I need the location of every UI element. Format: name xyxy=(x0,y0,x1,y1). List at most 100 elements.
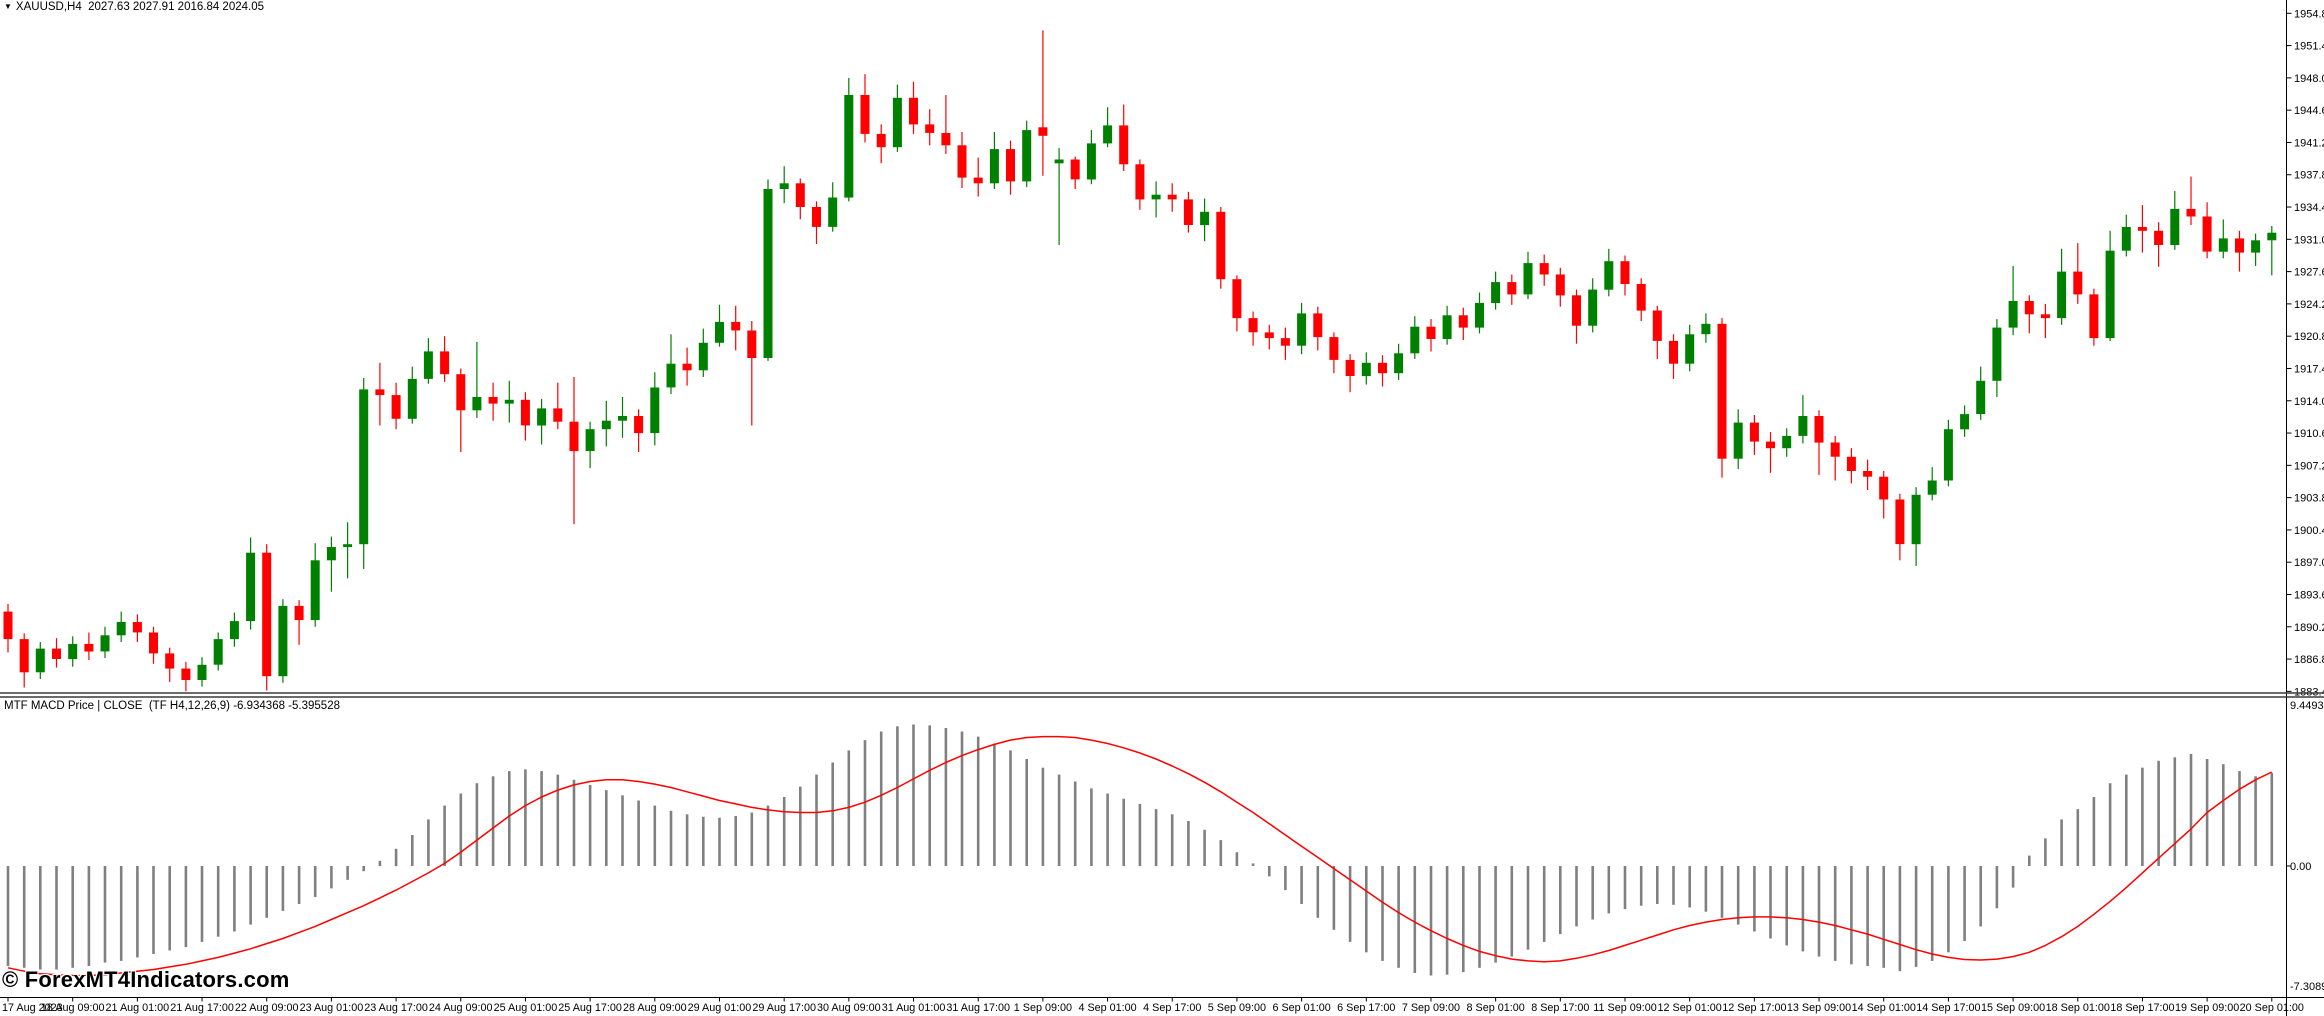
price-tick-label: 1890.20 xyxy=(2294,622,2324,634)
candles-layer[interactable] xyxy=(3,30,2277,692)
price-axis[interactable]: 1954.80 1951.40 1948.00 1944.60 1941.20 1937.… xyxy=(2286,8,2324,698)
time-tick-label: 4 Sep 17:00 xyxy=(1143,1002,1201,1014)
macd-histogram-bar xyxy=(540,771,543,866)
price-tick-label: 1934.40 xyxy=(2294,202,2324,214)
macd-histogram-bar xyxy=(1106,793,1109,866)
price-tick-label: 1886.80 xyxy=(2294,654,2324,666)
candle-body xyxy=(1652,310,1662,341)
macd-histogram-bar xyxy=(1413,866,1417,973)
candle-body xyxy=(407,378,417,419)
candle-body xyxy=(1248,318,1258,333)
macd-histogram-bar xyxy=(1817,866,1821,957)
candle-body xyxy=(229,621,239,640)
indicator-axis[interactable]: 9.44931 0.00 -7.3089 xyxy=(2286,700,2324,993)
symbol-dropdown-icon[interactable]: ▼ xyxy=(4,2,12,11)
macd-histogram-bar xyxy=(1462,866,1465,973)
candle-body xyxy=(1491,282,1501,303)
candle-wick xyxy=(2271,226,2273,276)
time-tick-label: 23 Aug 17:00 xyxy=(364,1002,428,1014)
candle-body xyxy=(1620,261,1630,284)
time-tick-label: 14 Sep 17:00 xyxy=(1916,1002,1980,1014)
macd-histogram-bar xyxy=(1170,814,1174,867)
macd-histogram-bar xyxy=(766,805,770,866)
macd-histogram-bar xyxy=(1332,866,1336,930)
candle-body xyxy=(1636,284,1646,311)
candle-body xyxy=(1313,313,1323,338)
macd-histogram-bar xyxy=(1251,863,1255,866)
candle-body xyxy=(19,639,29,673)
macd-histogram-bar xyxy=(847,750,851,866)
candle-body xyxy=(585,429,595,451)
macd-histogram-bar xyxy=(491,776,495,866)
candle-body xyxy=(2267,232,2277,241)
price-tick-label: 1914.00 xyxy=(2294,396,2324,408)
candle-body xyxy=(1394,353,1404,374)
candle-body xyxy=(1361,362,1371,377)
macd-histogram-bar xyxy=(1187,821,1190,866)
macd-histogram-bar xyxy=(2028,855,2031,866)
macd-histogram-bar xyxy=(184,866,188,948)
macd-histogram-bar xyxy=(685,814,689,867)
candle-body xyxy=(2251,240,2261,253)
time-tick-label: 25 Aug 17:00 xyxy=(558,1002,622,1014)
macd-histogram-bar xyxy=(912,724,915,866)
candle-body xyxy=(1992,327,2002,381)
candle-body xyxy=(973,177,983,184)
macd-histogram-bar xyxy=(1025,759,1028,866)
candle-body xyxy=(359,389,369,545)
macd-histogram-bar xyxy=(1057,774,1061,866)
macd-histogram-bar xyxy=(1753,866,1756,932)
macd-histogram-bar xyxy=(702,816,705,866)
candle-body xyxy=(1410,326,1420,354)
time-tick-label: 13 Sep 09:00 xyxy=(1787,1002,1851,1014)
macd-histogram-bar xyxy=(2173,757,2177,866)
candle-body xyxy=(68,643,78,660)
macd-histogram-bar xyxy=(1268,866,1271,877)
candle-body xyxy=(1604,261,1614,290)
macd-histogram-bar xyxy=(976,736,980,866)
price-tick-label: 1954.80 xyxy=(2294,8,2324,20)
macd-histogram-bar xyxy=(1542,866,1546,942)
macd-indicator-layer[interactable] xyxy=(6,724,2274,977)
candle-body xyxy=(1960,414,1970,430)
macd-histogram-bar xyxy=(1898,866,1902,972)
candle-body xyxy=(1086,143,1096,180)
candle-body xyxy=(100,635,110,652)
macd-signal-line xyxy=(7,735,2273,977)
candle-body xyxy=(747,330,757,358)
macd-histogram-bar xyxy=(136,866,139,958)
price-tick-label: 1897.00 xyxy=(2294,557,2324,569)
candle-body xyxy=(1733,422,1743,459)
macd-histogram-bar xyxy=(831,762,834,866)
price-tick-label: 1944.60 xyxy=(2294,105,2324,117)
macd-histogram-bar xyxy=(1559,866,1562,935)
candle-body xyxy=(1070,159,1080,180)
candle-body xyxy=(1200,211,1210,226)
macd-histogram-bar xyxy=(103,866,107,963)
macd-histogram-bar xyxy=(734,816,737,866)
time-tick-label: 11 Sep 09:00 xyxy=(1593,1002,1656,1014)
macd-histogram-bar xyxy=(71,866,74,968)
candle-body xyxy=(2154,230,2164,245)
candle-body xyxy=(1685,334,1695,364)
indicator-label: MTF MACD Price | CLOSE (TF H4,12,26,9) -… xyxy=(4,700,340,712)
candle-body xyxy=(1749,422,1759,442)
macd-histogram-bar xyxy=(1947,866,1950,953)
candle-body xyxy=(1895,499,1905,545)
macd-histogram-bar xyxy=(1801,866,1805,952)
time-tick-label: 21 Aug 01:00 xyxy=(106,1002,170,1014)
macd-histogram-bar xyxy=(1639,866,1643,906)
candle-body xyxy=(1863,471,1873,477)
time-tick-label: 29 Aug 17:00 xyxy=(752,1002,816,1014)
watermark: © ForexMT4Indicators.com xyxy=(2,967,290,992)
candle-body xyxy=(1183,199,1193,225)
candle-body xyxy=(779,183,789,189)
macd-histogram-bar xyxy=(588,784,592,866)
candle-body xyxy=(213,639,223,665)
price-tick-label: 1948.00 xyxy=(2294,73,2324,85)
candle-body xyxy=(294,605,304,621)
macd-histogram-bar xyxy=(427,819,430,866)
time-tick-label: 1 Sep 09:00 xyxy=(1014,1002,1072,1014)
